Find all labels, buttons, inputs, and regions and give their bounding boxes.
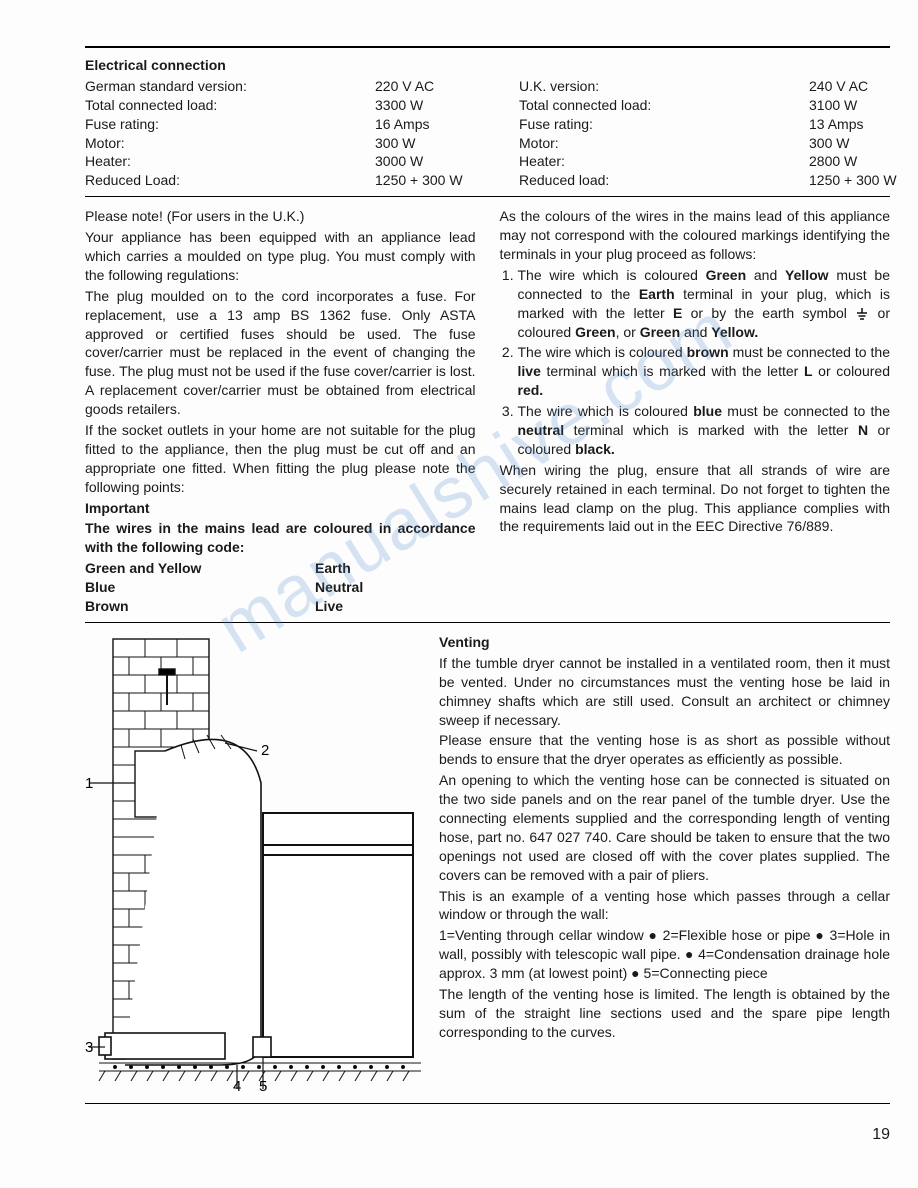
uk-wiring-columns: Please note! (For users in the U.K.) You… (85, 207, 890, 616)
t: L (804, 363, 813, 379)
rule-after-specs (85, 196, 890, 197)
spec-label: German standard version: (85, 77, 265, 96)
t: Yellow (785, 267, 829, 283)
spec-value: 300 W (375, 134, 495, 153)
t: brown (687, 344, 729, 360)
bottom-rule (85, 1103, 890, 1104)
t: N (858, 422, 868, 438)
spec-value: 16 Amps (375, 115, 495, 134)
code-terminal: Neutral (315, 578, 363, 597)
spec-value: 3100 W (809, 96, 918, 115)
spec-label: Total connected load: (519, 96, 699, 115)
t: Yellow. (711, 324, 758, 340)
wiring-item-3: The wire which is coloured blue must be … (518, 402, 891, 459)
t: or by the earth symbol (682, 305, 855, 321)
code-colour: Brown (85, 597, 315, 616)
electrical-spec-columns: German standard version: 220 V AC Total c… (85, 77, 890, 190)
t: Green (640, 324, 680, 340)
spec-label: Heater: (85, 152, 265, 171)
t: and (680, 324, 711, 340)
wiring-column: As the colours of the wires in the mains… (500, 207, 891, 616)
spec-block-uk: U.K. version: 240 V AC Total connected lo… (519, 77, 918, 190)
uk-note-heading: Please note! (For users in the U.K.) (85, 207, 476, 226)
t: red. (518, 382, 544, 398)
spec-block-german: German standard version: 220 V AC Total c… (85, 77, 495, 190)
spec-value: 240 V AC (809, 77, 918, 96)
spec-value: 1250 + 300 W (375, 171, 495, 190)
t: Earth (639, 286, 675, 302)
wiring-list: The wire which is coloured Green and Yel… (500, 266, 891, 459)
t: or coloured (813, 363, 890, 379)
t: The wire which is coloured (518, 403, 694, 419)
code-row: Green and YellowEarth (85, 559, 476, 578)
diagram-label-4: 4 (233, 1078, 241, 1093)
t: black. (575, 441, 615, 457)
wiring-item-1: The wire which is coloured Green and Yel… (518, 266, 891, 342)
t: terminal which is marked with the letter (541, 363, 804, 379)
t: terminal which is marked with the letter (564, 422, 858, 438)
venting-diagram: 1 2 3 4 5 (85, 633, 425, 1093)
top-rule (85, 46, 890, 48)
spec-value: 3300 W (375, 96, 495, 115)
code-intro: The wires in the mains lead are coloured… (85, 519, 476, 557)
t: neutral (518, 422, 565, 438)
diagram-label-2: 2 (261, 742, 269, 759)
code-row: BrownLive (85, 597, 476, 616)
uk-note-p1: Your appliance has been equipped with an… (85, 228, 476, 285)
uk-note-p2: The plug moulded on to the cord incorpor… (85, 287, 476, 419)
code-row: BlueNeutral (85, 578, 476, 597)
spec-label: Motor: (519, 134, 699, 153)
diagram-label-1: 1 (85, 775, 93, 792)
spec-value: 300 W (809, 134, 918, 153)
t: and (746, 267, 785, 283)
spec-value: 220 V AC (375, 77, 495, 96)
spec-value: 3000 W (375, 152, 495, 171)
t: , or (616, 324, 640, 340)
spec-label: Fuse rating: (519, 115, 699, 134)
code-colour: Green and Yellow (85, 559, 315, 578)
spec-label: U.K. version: (519, 77, 699, 96)
earth-symbol-icon (855, 307, 869, 321)
t: E (673, 305, 682, 321)
wiring-outro: When wiring the plug, ensure that all st… (500, 461, 891, 537)
t: The wire which is coloured (518, 344, 687, 360)
spec-label: Motor: (85, 134, 265, 153)
uk-note-p3: If the socket outlets in your home are n… (85, 421, 476, 497)
wiring-item-2: The wire which is coloured brown must be… (518, 343, 891, 400)
uk-note-column: Please note! (For users in the U.K.) You… (85, 207, 476, 616)
rule-before-venting (85, 622, 890, 623)
diagram-label-3: 3 (85, 1039, 93, 1056)
t: live (518, 363, 541, 379)
t: Green (706, 267, 746, 283)
spec-label: Fuse rating: (85, 115, 265, 134)
electrical-heading: Electrical connection (85, 56, 890, 75)
t: must be connected to the (722, 403, 890, 419)
code-terminal: Earth (315, 559, 351, 578)
diagram-label-5: 5 (259, 1078, 267, 1093)
t: The wire which is coloured (518, 267, 706, 283)
spec-value: 2800 W (809, 152, 918, 171)
important-label: Important (85, 499, 476, 518)
spec-label: Heater: (519, 152, 699, 171)
code-colour: Blue (85, 578, 315, 597)
t: must be connected to the (729, 344, 890, 360)
spec-label: Total connected load: (85, 96, 265, 115)
venting-section: 1 2 3 4 5 Venting If the tumble dryer ca… (85, 633, 890, 1097)
code-terminal: Live (315, 597, 343, 616)
t: Green (575, 324, 615, 340)
spec-value: 13 Amps (809, 115, 918, 134)
spec-label: Reduced load: (519, 171, 699, 190)
wiring-intro: As the colours of the wires in the mains… (500, 207, 891, 264)
t: blue (693, 403, 722, 419)
spec-value: 1250 + 300 W (809, 171, 918, 190)
spec-label: Reduced Load: (85, 171, 265, 190)
page-number: 19 (85, 1124, 890, 1146)
